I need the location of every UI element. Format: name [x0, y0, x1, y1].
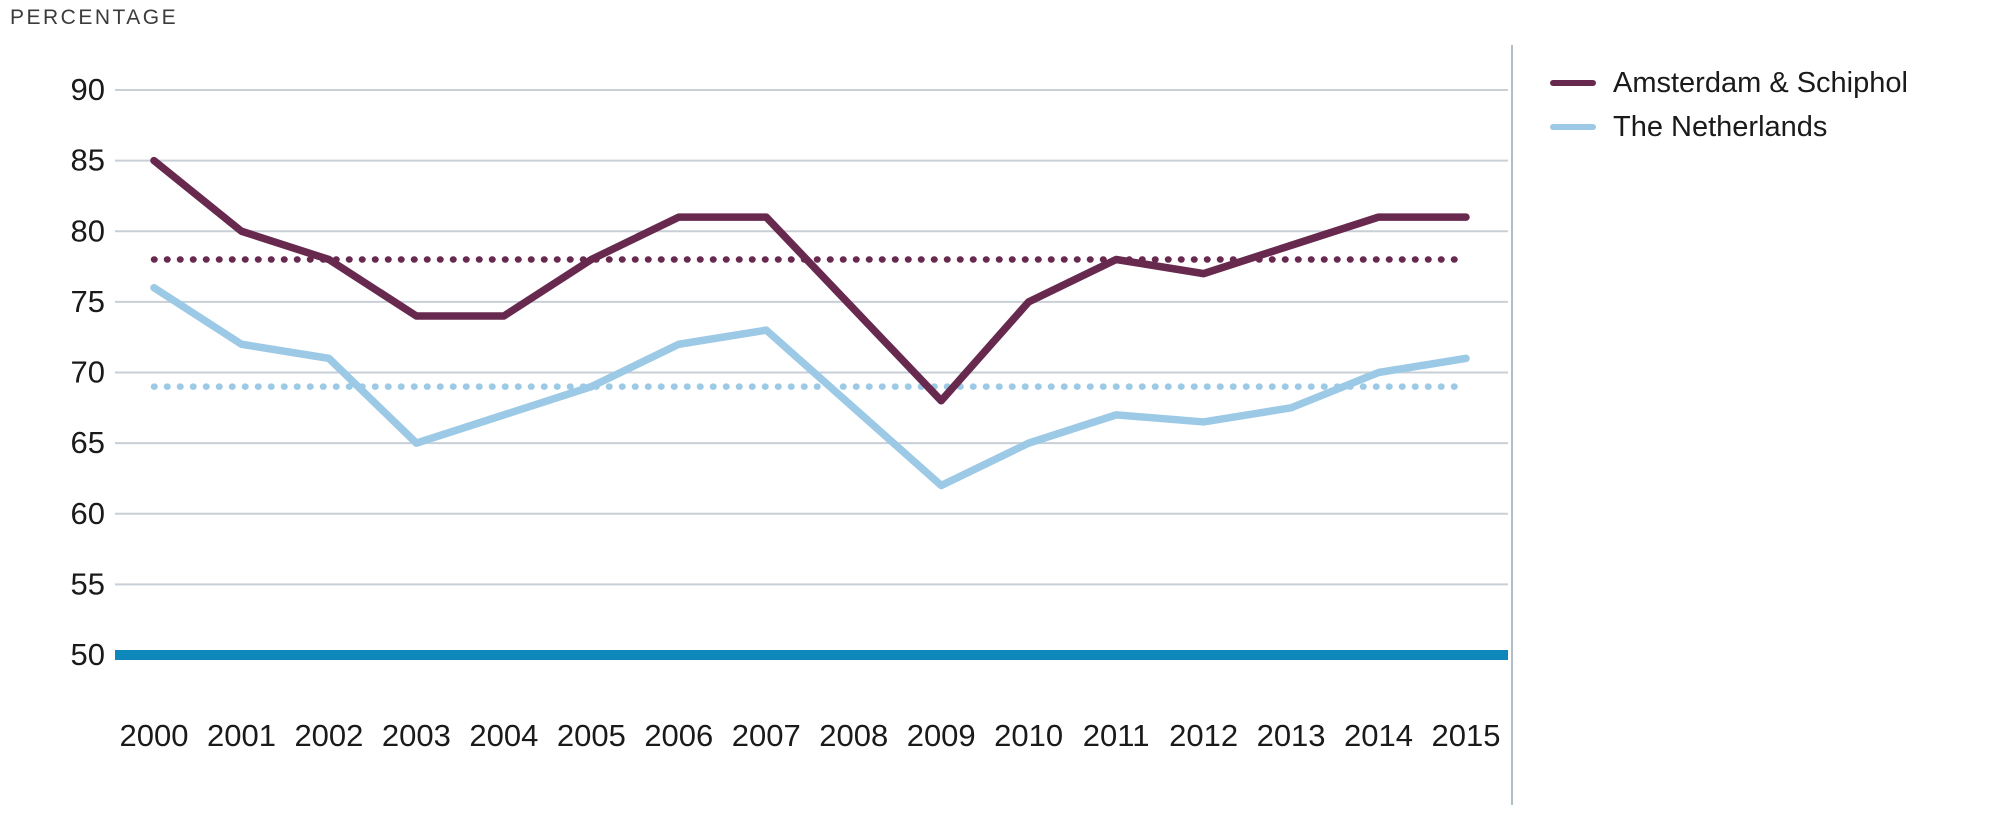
legend-label: The Netherlands — [1613, 110, 1828, 143]
y-tick-label: 65 — [71, 425, 105, 460]
baseline-bar — [115, 650, 1508, 660]
x-tick-label: 2014 — [1344, 718, 1413, 753]
the-netherlands-line-swatch — [1550, 124, 1596, 130]
y-tick-label: 85 — [71, 143, 105, 178]
x-tick-label: 2000 — [120, 718, 189, 753]
y-tick-label: 75 — [71, 284, 105, 319]
x-tick-label: 2008 — [819, 718, 888, 753]
x-tick-label: 2005 — [557, 718, 626, 753]
x-tick-label: 2010 — [994, 718, 1063, 753]
chart-legend: Amsterdam & Schiphol The Netherlands — [1550, 61, 1908, 149]
y-tick-label: 55 — [71, 566, 105, 601]
legend-label: Amsterdam & Schiphol — [1613, 66, 1908, 99]
x-tick-label: 2011 — [1083, 718, 1150, 753]
x-tick-label: 2007 — [732, 718, 801, 753]
x-tick-label: 2004 — [469, 718, 538, 753]
amsterdam-schiphol-line-swatch — [1550, 80, 1596, 86]
series-line — [150, 156, 1470, 405]
y-tick-label: 70 — [71, 355, 105, 390]
y-tick-label: 60 — [71, 496, 105, 531]
y-tick-label: 90 — [71, 72, 105, 107]
x-tick-label: 2002 — [294, 718, 363, 753]
y-tick-label: 50 — [71, 637, 105, 672]
x-tick-label: 2012 — [1169, 718, 1238, 753]
x-tick-label: 2015 — [1432, 718, 1501, 753]
y-tick-label: 80 — [71, 213, 105, 248]
x-tick-label: 2009 — [907, 718, 976, 753]
series-line — [150, 284, 1470, 490]
legend-item-amsterdam-schiphol: Amsterdam & Schiphol — [1550, 61, 1908, 105]
x-tick-label: 2006 — [644, 718, 713, 753]
x-tick-label: 2003 — [382, 718, 451, 753]
chart-title: PERCENTAGE — [10, 6, 179, 29]
x-tick-label: 2013 — [1257, 718, 1326, 753]
x-tick-label: 2001 — [207, 718, 276, 753]
legend-item-the-netherlands: The Netherlands — [1550, 105, 1908, 149]
